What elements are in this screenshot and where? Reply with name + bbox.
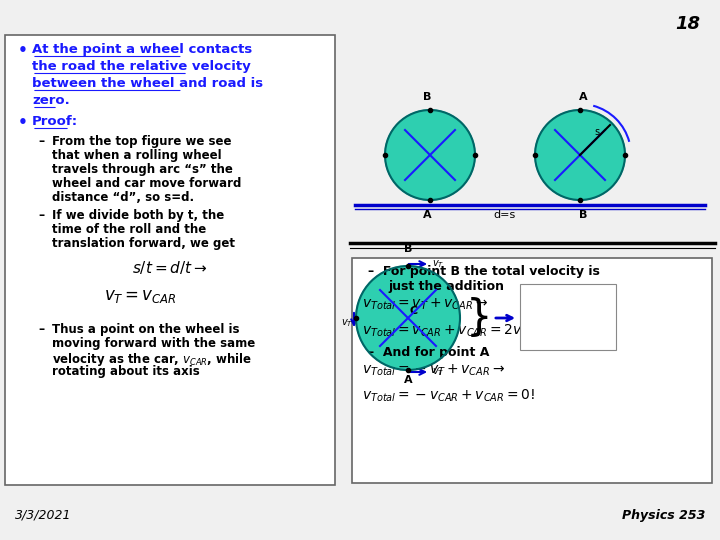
Text: B: B [579, 210, 588, 220]
Text: $v_T = v_{CAR}$: $v_T = v_{CAR}$ [104, 287, 176, 305]
Text: •: • [18, 115, 28, 130]
Text: $v_T$: $v_T$ [432, 258, 444, 270]
Text: moving forward with the same: moving forward with the same [52, 337, 256, 350]
Text: travels through arc “s” the: travels through arc “s” the [52, 163, 233, 176]
FancyBboxPatch shape [5, 35, 335, 485]
Text: and wheel: and wheel [526, 303, 573, 312]
Text: Proof:: Proof: [32, 115, 78, 128]
Text: A: A [423, 210, 431, 220]
Text: s: s [594, 127, 599, 137]
Text: $v_{Total} = -v_T + v_{CAR} \rightarrow$: $v_{Total} = -v_T + v_{CAR} \rightarrow$ [362, 363, 505, 379]
Text: Thus a point on the wheel is: Thus a point on the wheel is [52, 323, 240, 336]
FancyBboxPatch shape [352, 258, 712, 483]
Text: }: } [466, 297, 492, 339]
Text: If we divide both by t, the: If we divide both by t, the [52, 209, 224, 222]
Text: From the top figure we see: From the top figure we see [52, 135, 232, 148]
Text: B: B [423, 92, 431, 102]
Text: A: A [579, 92, 588, 102]
Text: time of the roll and the: time of the roll and the [52, 223, 206, 236]
Text: $s / t = d / t \rightarrow$: $s / t = d / t \rightarrow$ [132, 259, 208, 276]
Text: 3/3/2021: 3/3/2021 [15, 509, 71, 522]
Text: move forward: move forward [526, 316, 589, 325]
Text: 18: 18 [675, 15, 700, 33]
Text: $v_{Total} = v_T + v_{CAR} \rightarrow$: $v_{Total} = v_T + v_{CAR} \rightarrow$ [362, 297, 488, 313]
Text: A: A [404, 375, 413, 385]
Text: wheel and car move forward: wheel and car move forward [52, 177, 241, 190]
Text: •: • [18, 43, 28, 58]
Text: translation forward, we get: translation forward, we get [52, 237, 235, 250]
Circle shape [356, 266, 460, 370]
Text: velocity as the car, $v_{CAR}$, while: velocity as the car, $v_{CAR}$, while [52, 351, 252, 368]
Text: Physics 253: Physics 253 [621, 509, 705, 522]
Text: –  And for point A: – And for point A [368, 346, 490, 359]
Text: $v_{Total} = v_{CAR} + v_{CAR} = 2v_{CAR}$: $v_{Total} = v_{CAR} + v_{CAR} = 2v_{CAR… [362, 323, 542, 340]
Text: $v_{Total} = -v_{CAR} + v_{CAR} = 0!$: $v_{Total} = -v_{CAR} + v_{CAR} = 0!$ [362, 388, 535, 404]
Text: $v_T$: $v_T$ [432, 366, 444, 378]
Text: B: B [404, 244, 412, 254]
Text: –: – [38, 135, 44, 148]
Text: –: – [38, 323, 44, 336]
Text: the road the relative velocity: the road the relative velocity [32, 60, 251, 73]
FancyBboxPatch shape [520, 284, 616, 350]
Text: The entire car: The entire car [526, 290, 590, 299]
Text: rotating about its axis: rotating about its axis [52, 365, 199, 378]
Text: with velocity v.: with velocity v. [526, 329, 595, 338]
Text: –  For point B the total velocity is: – For point B the total velocity is [368, 265, 600, 278]
Text: d=s: d=s [494, 210, 516, 220]
Text: distance “d”, so s=d.: distance “d”, so s=d. [52, 191, 194, 204]
Text: C: C [410, 306, 418, 316]
Text: zero.: zero. [32, 94, 70, 107]
Text: $v_T$: $v_T$ [341, 317, 354, 329]
Text: just the addition: just the addition [388, 280, 504, 293]
Text: between the wheel and road is: between the wheel and road is [32, 77, 263, 90]
Circle shape [385, 110, 475, 200]
Text: –: – [38, 209, 44, 222]
Text: At the point a wheel contacts: At the point a wheel contacts [32, 43, 252, 56]
Circle shape [535, 110, 625, 200]
Text: that when a rolling wheel: that when a rolling wheel [52, 149, 222, 162]
